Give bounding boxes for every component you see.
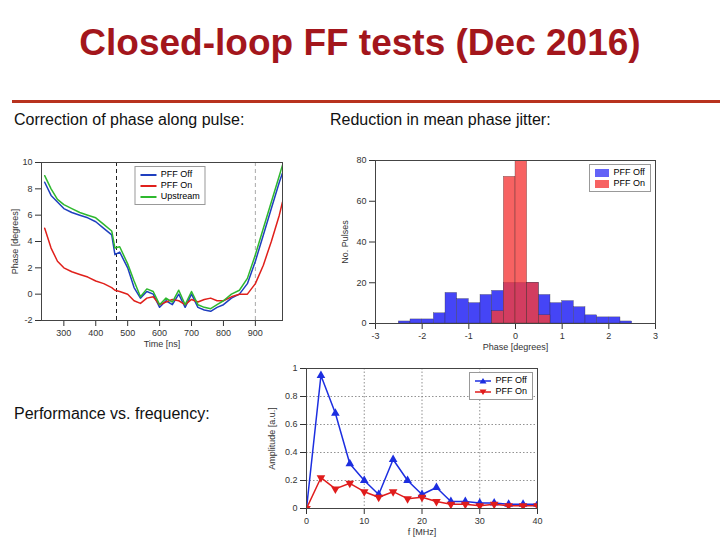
svg-text:30: 30	[475, 516, 485, 526]
svg-text:0: 0	[27, 289, 32, 299]
svg-text:Amplitude [a.u.]: Amplitude [a.u.]	[267, 407, 277, 470]
svg-text:-2: -2	[24, 315, 32, 325]
svg-text:0.4: 0.4	[285, 447, 298, 457]
svg-text:2: 2	[606, 331, 611, 341]
html-text:Performance vs. frequency:: Performance vs. frequency:	[14, 405, 210, 422]
svg-text:1: 1	[560, 331, 565, 341]
svg-text:80: 80	[356, 155, 366, 165]
svg-text:0: 0	[304, 516, 309, 526]
svg-text:0.6: 0.6	[285, 419, 298, 429]
svg-text:2: 2	[27, 263, 32, 273]
html-text:PFF Off: PFF Off	[160, 169, 193, 179]
svg-text:0: 0	[292, 503, 297, 513]
html-text:Correction of phase along puls: Correction of phase along pulse:	[14, 111, 245, 128]
svg-text:40: 40	[356, 237, 366, 247]
svg-text:10: 10	[359, 516, 369, 526]
svg-text:900: 900	[248, 328, 263, 338]
html-text:Closed-loop FF tests (Dec 2016: Closed-loop FF tests (Dec 2016)	[79, 22, 641, 63]
svg-text:800: 800	[216, 328, 231, 338]
svg-text:400: 400	[88, 328, 103, 338]
svg-text:No. Pulses: No. Pulses	[340, 220, 350, 264]
html-text:PFF On: PFF On	[613, 178, 645, 188]
svg-text:0: 0	[513, 331, 518, 341]
html-text:Upstream: Upstream	[160, 191, 200, 201]
html-text:Reduction in mean phase jitter: Reduction in mean phase jitter:	[330, 111, 551, 128]
svg-text:300: 300	[56, 328, 71, 338]
html-text:PFF Off: PFF Off	[613, 167, 645, 177]
html-text:PFF Off: PFF Off	[495, 375, 527, 385]
svg-text:500: 500	[120, 328, 135, 338]
svg-text:-1: -1	[465, 331, 473, 341]
svg-text:700: 700	[184, 328, 199, 338]
html-text:PFF On: PFF On	[495, 386, 527, 396]
svg-text:Phase [degrees]: Phase [degrees]	[483, 342, 549, 352]
svg-text:8: 8	[27, 184, 32, 194]
svg-text:6: 6	[27, 210, 32, 220]
svg-text:Time [ns]: Time [ns]	[144, 339, 181, 349]
svg-text:40: 40	[532, 516, 542, 526]
svg-text:-3: -3	[371, 331, 379, 341]
svg-text:0.8: 0.8	[285, 391, 298, 401]
svg-text:0.2: 0.2	[285, 475, 298, 485]
svg-text:0: 0	[361, 318, 366, 328]
svg-text:20: 20	[356, 278, 366, 288]
html-text:PFF On: PFF On	[160, 180, 193, 190]
svg-text:3: 3	[653, 331, 658, 341]
svg-text:Phase [degrees]: Phase [degrees]	[10, 209, 20, 275]
svg-text:600: 600	[152, 328, 167, 338]
svg-text:60: 60	[356, 196, 366, 206]
svg-text:4: 4	[27, 236, 32, 246]
svg-text:10: 10	[22, 157, 32, 167]
svg-text:1: 1	[292, 363, 297, 373]
svg-text:f [MHz]: f [MHz]	[408, 527, 437, 537]
svg-text:-2: -2	[418, 331, 426, 341]
svg-text:20: 20	[417, 516, 427, 526]
